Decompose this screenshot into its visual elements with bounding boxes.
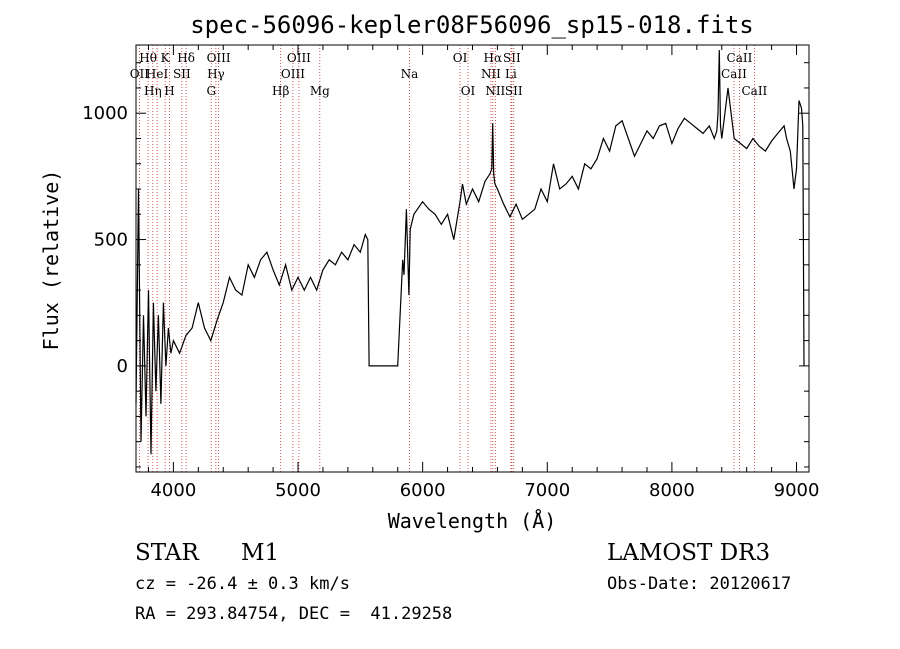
- line-marker-label: Hβ: [272, 84, 289, 98]
- plot-frame: [135, 44, 810, 473]
- observation-date: Obs-Date: 20120617: [607, 574, 792, 594]
- chart-title: spec-56096-kepler08F56096_sp15-018.fits: [190, 11, 754, 39]
- x-tick-label: 6000: [400, 480, 446, 501]
- object-subclass: M1: [241, 540, 280, 566]
- line-marker-label: Na: [401, 67, 419, 81]
- x-tick-label: 8000: [649, 480, 695, 501]
- flux-series-line: [135, 50, 805, 455]
- axis-ticks: 4000 5000 6000 7000 8000 9000 0 500 1000: [82, 45, 819, 501]
- line-marker-label: Hα: [484, 51, 503, 65]
- x-tick-label: 9000: [774, 480, 820, 501]
- x-axis-label: Wavelength (Å): [388, 509, 557, 533]
- line-marker-label: H: [164, 84, 174, 98]
- coordinates: RA = 293.84754, DEC = 41.29258: [135, 604, 453, 624]
- line-marker-label: OII: [130, 67, 150, 81]
- line-marker-label: Hθ: [139, 51, 157, 65]
- line-marker-label: K: [161, 51, 171, 65]
- line-marker-label: G: [206, 84, 216, 98]
- line-marker-label: Li: [505, 67, 517, 81]
- object-class: STAR: [135, 540, 199, 566]
- x-tick-label: 5000: [275, 480, 321, 501]
- line-marker-label: OIII: [281, 67, 305, 81]
- line-marker-label: Hγ: [207, 67, 225, 81]
- x-tick-label: 7000: [524, 480, 570, 501]
- y-tick-label: 500: [94, 230, 128, 251]
- line-marker-label: SII: [503, 51, 521, 65]
- line-marker-label: OIII: [207, 51, 231, 65]
- line-marker-label: NII: [481, 67, 501, 81]
- redshift-cz: cz = -26.4 ± 0.3 km/s: [135, 574, 350, 594]
- line-marker-label: Hδ: [177, 51, 195, 65]
- y-tick-label: 0: [117, 356, 128, 377]
- line-marker-label: HeI: [146, 67, 169, 81]
- line-marker-label: CaII: [727, 51, 753, 65]
- line-marker-label: SII: [505, 84, 523, 98]
- survey-name: LAMOST DR3: [607, 540, 771, 566]
- line-marker-label: OI: [453, 51, 468, 65]
- x-tick-label: 4000: [150, 480, 196, 501]
- line-marker-label: CaII: [721, 67, 747, 81]
- line-marker-label: OIII: [287, 51, 311, 65]
- y-axis-label: Flux (relative): [39, 170, 63, 351]
- line-marker-label: OI: [461, 84, 476, 98]
- line-marker-label: CaII: [741, 84, 767, 98]
- line-marker-label: NII: [485, 84, 505, 98]
- line-markers: OII Hθ Hη HeI K H SII Hδ G Hγ OIII Hβ OIII OIII Mg Na OI…: [130, 45, 768, 472]
- line-marker-label: Mg: [310, 84, 330, 98]
- line-marker-label: SII: [173, 67, 191, 81]
- line-marker-label: Hη: [144, 84, 162, 98]
- y-tick-label: 1000: [82, 103, 128, 124]
